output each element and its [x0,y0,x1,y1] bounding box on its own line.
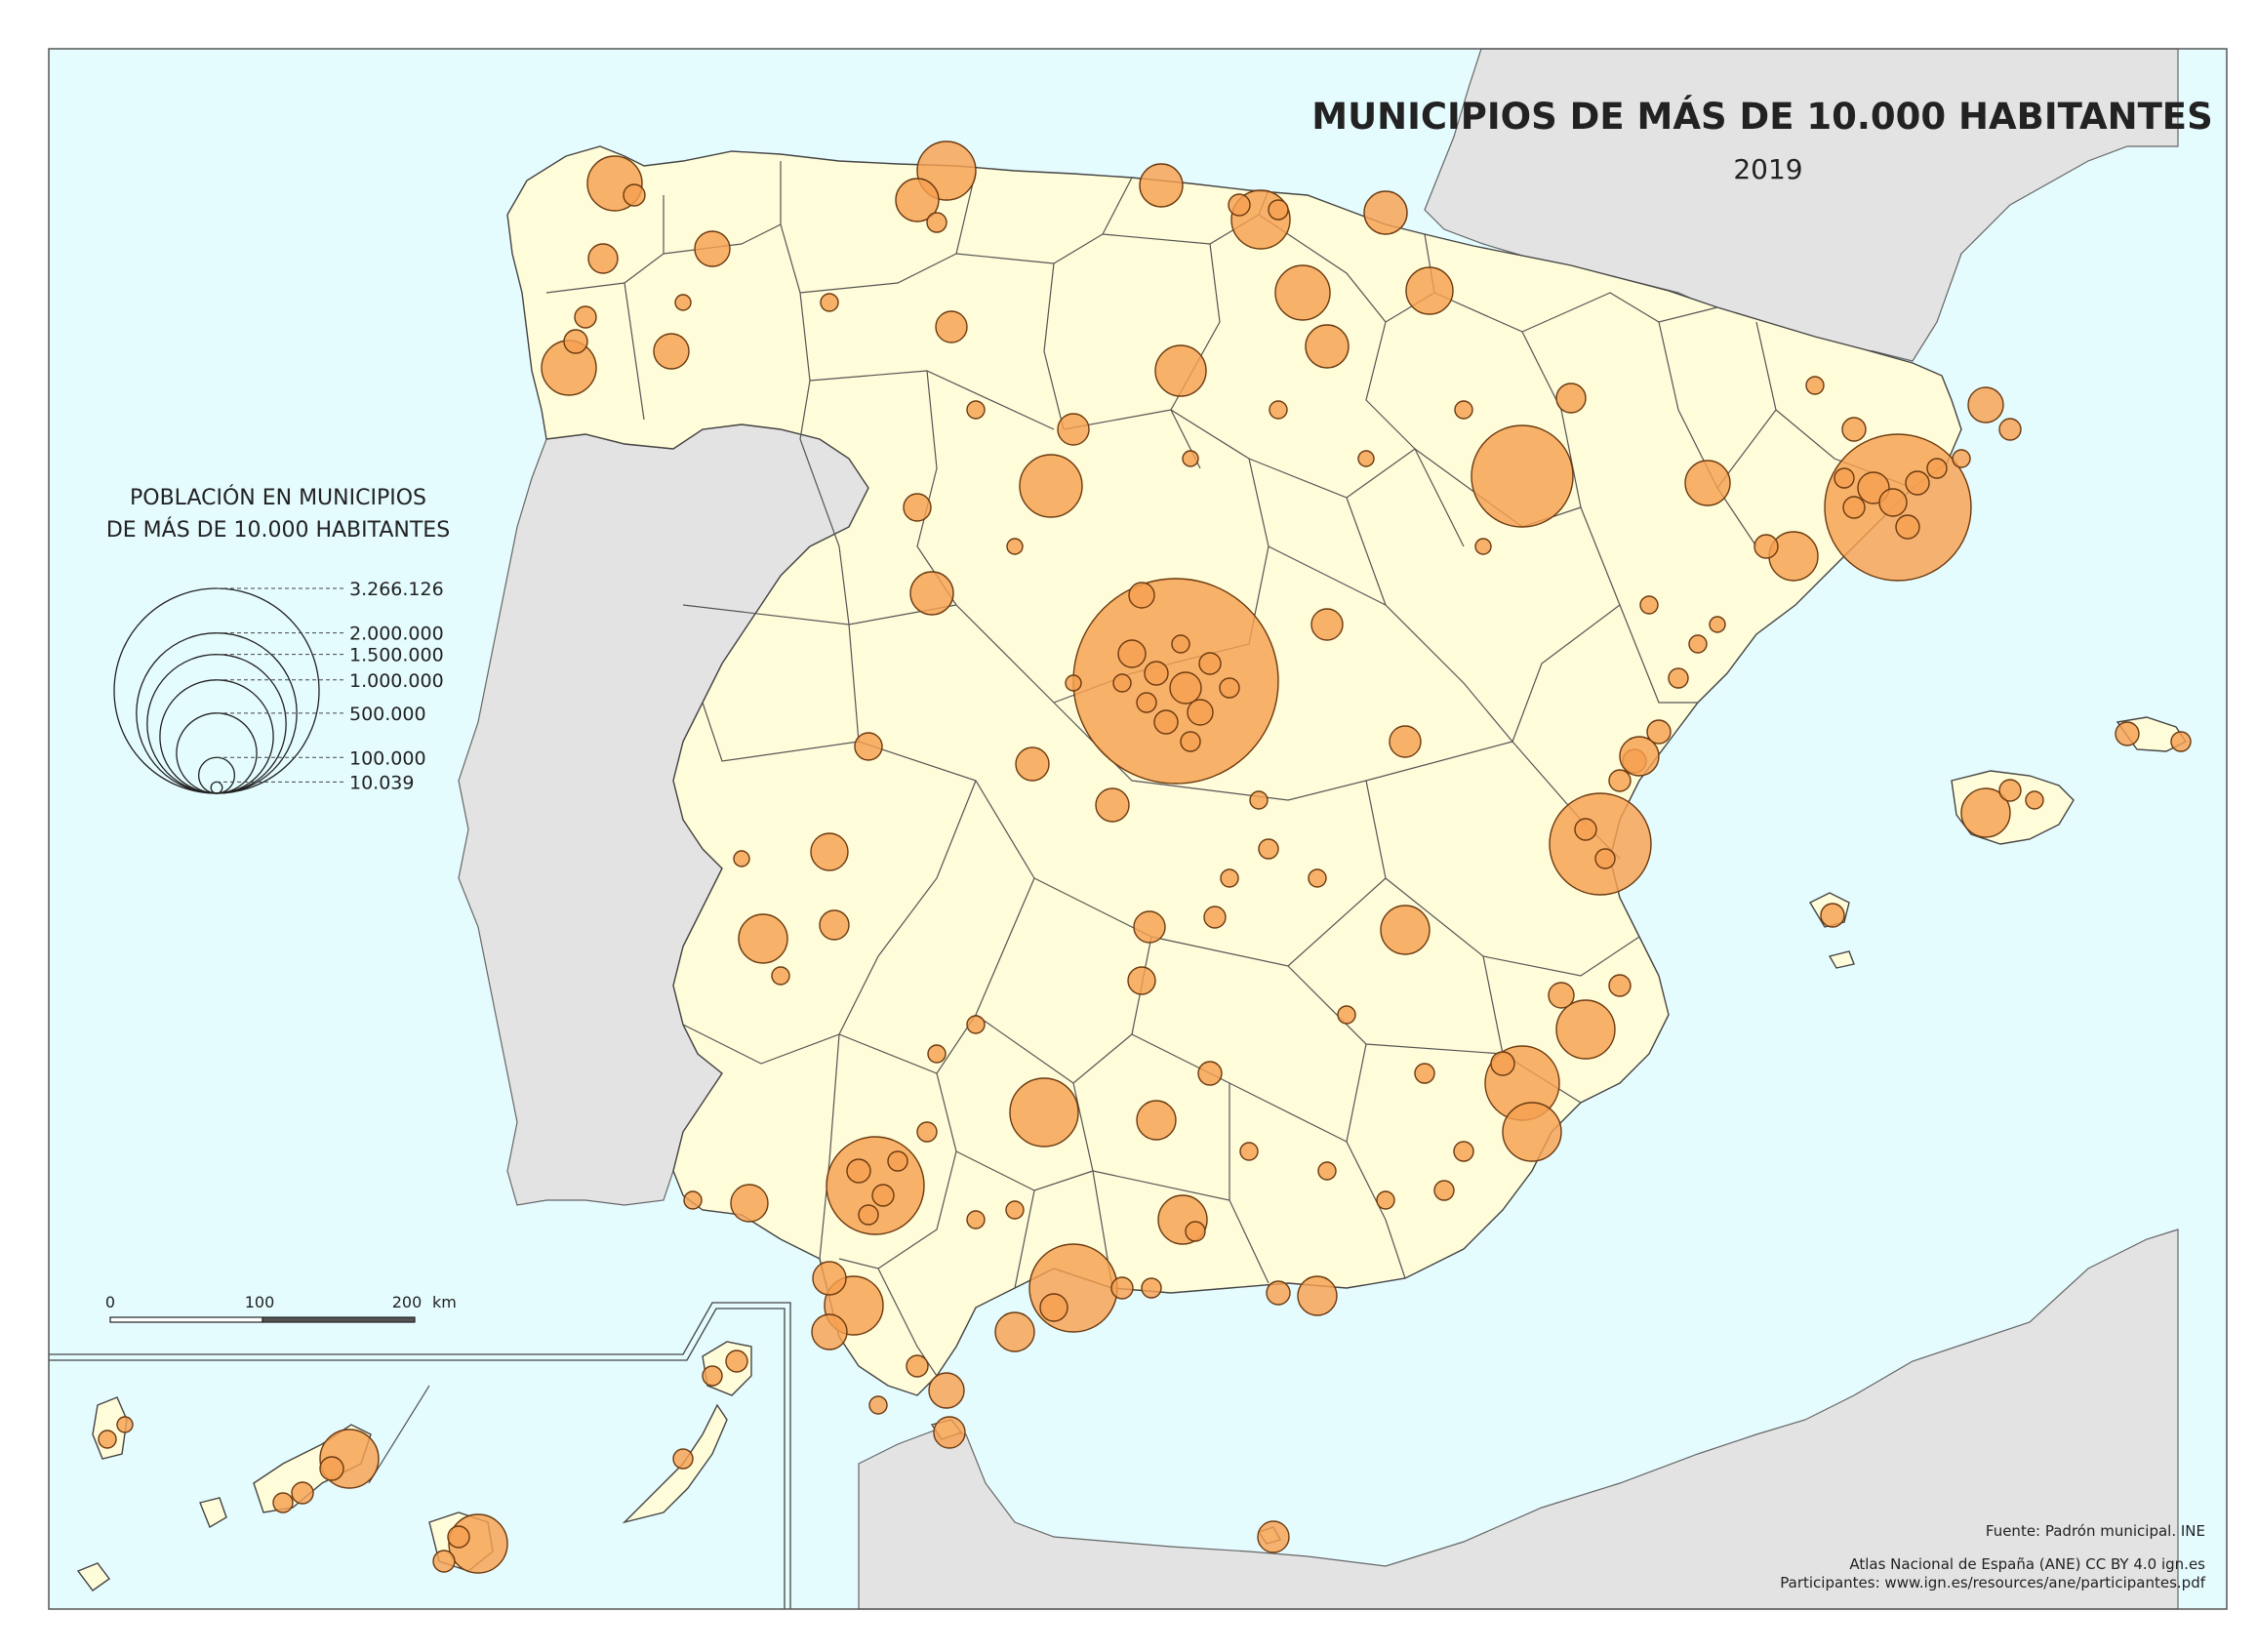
credit-atlas: Atlas Nacional de España (ANE) CC BY 4.0… [1849,1555,2205,1573]
legend-title-line2: DE MÁS DE 10.000 HABITANTES [106,517,450,543]
north-africa [858,1229,2179,1610]
scale-bar: 0 100 200 km [105,1293,457,1323]
map-title: MUNICIPIOS DE MÁS DE 10.000 HABITANTES [1311,95,2212,138]
legend-label-2: 1.500.000 [349,645,444,666]
legend: POBLACIÓN EN MUNICIPIOS DE MÁS DE 10.000… [106,485,450,794]
legend-title-line1: POBLACIÓN EN MUNICIPIOS [130,485,426,510]
legend-label-1: 2.000.000 [349,624,444,645]
formentera [1828,950,1855,969]
scale-label-200: 200 [392,1293,423,1311]
credit-participants: Participantes: www.ign.es/resources/ane/… [1780,1574,2205,1592]
population-bubbles [98,141,2192,1574]
map-year: 2019 [1733,153,1802,185]
legend-label-4: 500.000 [349,704,426,725]
scale-label-0: 0 [105,1293,115,1311]
credit-source: Fuente: Padrón municipal. INE [1986,1522,2205,1540]
legend-label-5: 100.000 [349,747,426,769]
legend-label-0: 3.266.126 [349,579,444,600]
scale-label-100: 100 [245,1293,275,1311]
map-frame [48,48,2228,1610]
legend-label-3: 1.000.000 [349,670,444,692]
legend-label-6: 10.039 [349,772,414,793]
scale-unit: km [432,1293,457,1311]
credits: Fuente: Padrón municipal. INE Atlas Naci… [1780,1522,2205,1592]
